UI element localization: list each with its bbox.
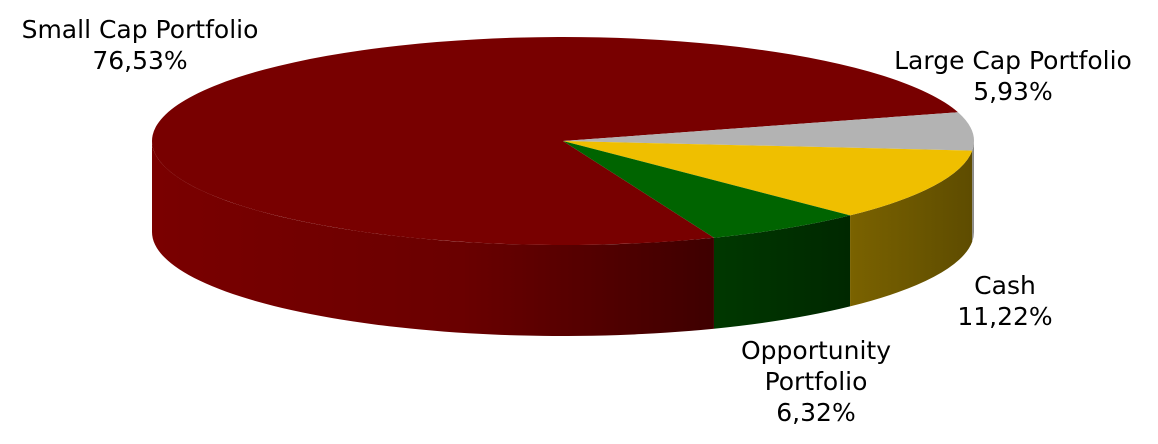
label-large-cap-name: Large Cap Portfolio (894, 46, 1132, 75)
pie-side-large-cap (972, 141, 975, 242)
label-large-cap-value: 5,93% (973, 77, 1053, 106)
label-opportunity-portfolio: Opportunity Portfolio 6,32% (716, 335, 916, 428)
pie-slice-opportunity (563, 141, 851, 238)
label-opportunity-name-line1: Opportunity (740, 336, 892, 365)
label-cash-value: 11,22% (957, 302, 1053, 331)
label-small-cap-portfolio: Small Cap Portfolio 76,53% (0, 14, 280, 76)
pie-slice-cash (563, 141, 973, 216)
label-small-cap-name: Small Cap Portfolio (21, 15, 259, 44)
pie-slice-small-cap (151, 37, 958, 246)
label-cash: Cash 11,22% (930, 270, 1080, 332)
pie-slice-large-cap (563, 112, 975, 151)
label-small-cap-value: 76,53% (92, 46, 188, 75)
pie-side-cash (850, 150, 973, 307)
pie-sides (152, 141, 975, 337)
label-opportunity-value: 6,32% (776, 398, 856, 427)
pie-side-small-cap (152, 141, 714, 337)
label-opportunity-name-line2: Portfolio (764, 367, 868, 396)
label-cash-name: Cash (974, 271, 1036, 300)
pie-tops (151, 37, 975, 246)
label-large-cap-portfolio: Large Cap Portfolio 5,93% (878, 45, 1148, 107)
pie-side-opportunity (713, 215, 851, 329)
